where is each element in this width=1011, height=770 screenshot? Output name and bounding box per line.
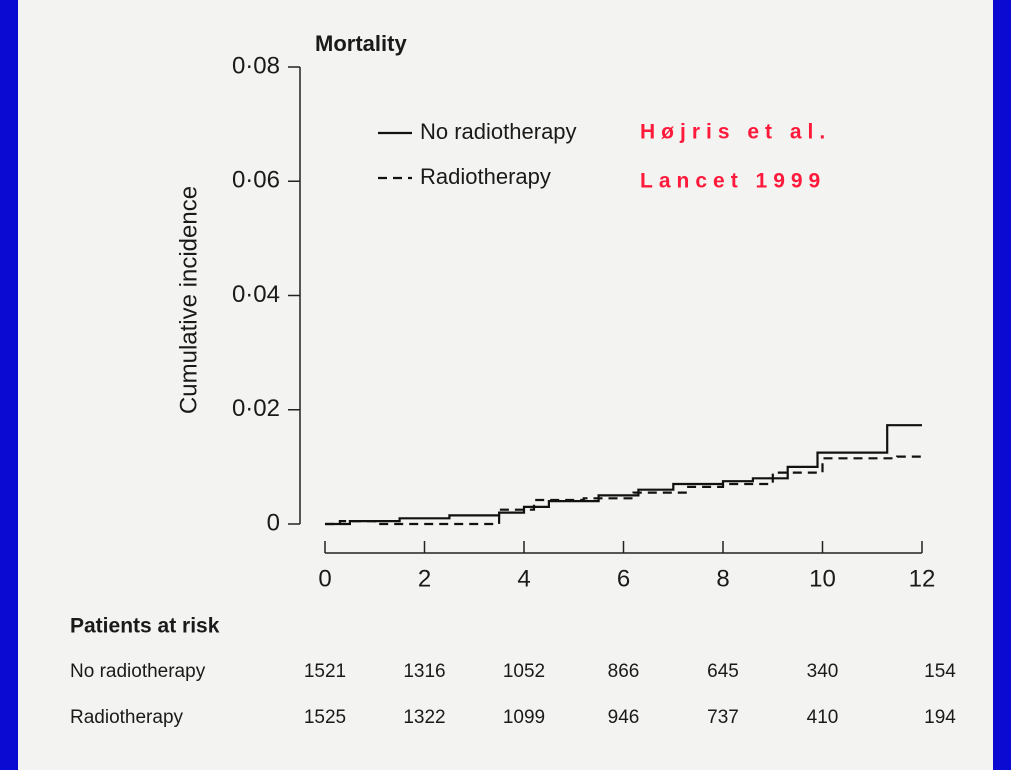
at-risk-count: 194 bbox=[924, 707, 956, 728]
at-risk-count: 1525 bbox=[304, 707, 346, 728]
y-tick-label: 0 bbox=[267, 509, 280, 536]
at-risk-count: 946 bbox=[608, 707, 640, 728]
y-tick-label: 0·02 bbox=[232, 395, 280, 422]
y-tick-label: 0·08 bbox=[232, 52, 280, 79]
at-risk-count: 1316 bbox=[403, 661, 445, 682]
x-tick-label: 12 bbox=[909, 565, 936, 592]
chart-title: Mortality bbox=[315, 31, 407, 56]
y-axis-label: Cumulative incidence bbox=[175, 186, 202, 414]
x-tick-label: 2 bbox=[418, 565, 431, 592]
x-tick-label: 4 bbox=[517, 565, 530, 592]
x-tick-label: 0 bbox=[318, 565, 331, 592]
y-tick-label: 0·06 bbox=[232, 167, 280, 194]
at-risk-title: Patients at risk bbox=[70, 615, 220, 638]
at-risk-label: No radiotherapy bbox=[70, 661, 206, 682]
at-risk-count: 154 bbox=[924, 661, 956, 682]
x-tick-label: 10 bbox=[809, 565, 836, 592]
at-risk-count: 1521 bbox=[304, 661, 346, 682]
at-risk-count: 866 bbox=[608, 661, 640, 682]
legend-label: Radiotherapy bbox=[420, 164, 551, 189]
series-line bbox=[325, 424, 922, 526]
annotation: Højris et al. bbox=[640, 121, 831, 144]
legend-label: No radiotherapy bbox=[420, 119, 577, 144]
at-risk-count: 1052 bbox=[503, 661, 545, 682]
at-risk-count: 1099 bbox=[503, 707, 545, 728]
figure-panel bbox=[18, 0, 993, 770]
x-tick-label: 8 bbox=[716, 565, 729, 592]
at-risk-count: 737 bbox=[707, 707, 739, 728]
annotation: Lancet 1999 bbox=[640, 170, 826, 193]
at-risk-label: Radiotherapy bbox=[70, 707, 184, 728]
y-tick-label: 0·04 bbox=[232, 281, 280, 308]
at-risk-count: 645 bbox=[707, 661, 739, 682]
at-risk-count: 410 bbox=[807, 707, 839, 728]
at-risk-count: 340 bbox=[807, 661, 839, 682]
x-tick-label: 6 bbox=[617, 565, 630, 592]
at-risk-count: 1322 bbox=[403, 707, 445, 728]
